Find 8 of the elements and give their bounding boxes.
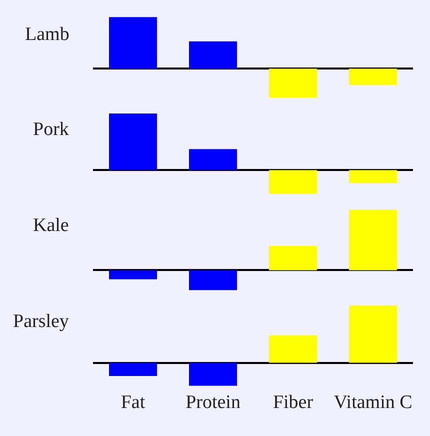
- chart-title: Kale: [33, 215, 69, 236]
- chart-title: Parsley: [13, 311, 70, 332]
- chart-title: Lamb: [25, 24, 70, 45]
- x-tick-label: Protein: [186, 392, 241, 413]
- x-tick-label: Vitamin C: [334, 392, 412, 413]
- chart-title: Pork: [33, 119, 70, 140]
- x-tick-label: Fiber: [272, 392, 314, 413]
- x-tick-label: Fat: [120, 392, 146, 413]
